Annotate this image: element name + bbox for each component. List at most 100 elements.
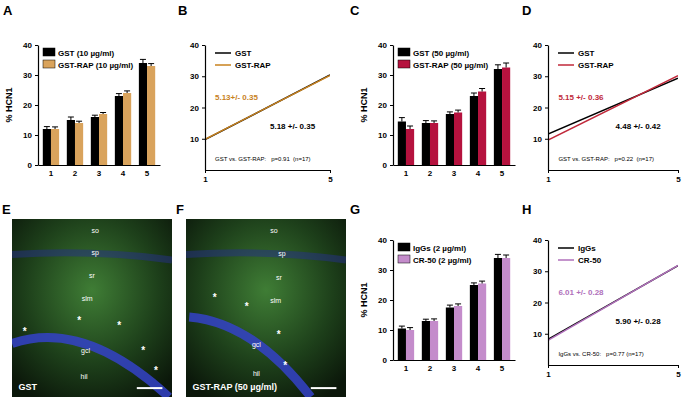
error-bar-cap	[140, 59, 146, 60]
y-tick: 40	[190, 41, 205, 50]
annotation: 5.90 +/- 0.28	[616, 317, 662, 326]
x-tick-label: 5	[676, 175, 681, 184]
line	[548, 266, 678, 340]
annotation: 5.18 +/- 0.35	[270, 122, 316, 131]
error-bar	[471, 283, 477, 285]
error-bar-cap	[148, 63, 154, 64]
error-bar	[124, 91, 130, 93]
error-bar	[455, 304, 461, 306]
y-tick-mark	[390, 105, 393, 106]
image-background	[12, 219, 172, 397]
y-tick-mark	[35, 165, 38, 166]
y-tick-label: 10	[533, 135, 542, 144]
bar-series	[43, 59, 147, 165]
error-bar	[140, 59, 146, 63]
error-bar-cap	[116, 93, 122, 94]
error-bar-cap	[471, 93, 477, 94]
legend: IgGs (2 µg/ml)CR-50 (2 µg/ml)	[398, 243, 472, 265]
panel-letter: B	[178, 3, 187, 18]
error-bar-cap	[407, 327, 413, 328]
chart: 12345010203040% HCN1GST (10 µg/ml)GST-RA…	[4, 41, 161, 178]
x-tick-label: 5	[676, 370, 681, 379]
y-tick-mark	[390, 135, 393, 136]
x-tick: 4	[121, 165, 126, 178]
bar	[494, 258, 502, 360]
y-tick: 10	[378, 326, 393, 335]
x-tick: 3	[452, 360, 457, 373]
legend-item: GST (10 µg/ml)	[43, 48, 115, 58]
x-axis-line	[394, 360, 516, 361]
legend-label: IgGs	[578, 244, 596, 253]
plot-area	[43, 59, 155, 165]
layer-label: so	[270, 227, 278, 234]
legend-swatch	[43, 60, 55, 68]
y-tick-label: 20	[533, 104, 542, 113]
image-background	[186, 219, 346, 397]
x-tick: 1	[404, 165, 409, 178]
x-axis: 12345	[394, 165, 516, 178]
legend: GST (10 µg/ml) GST-RAP (10 µg/ml)	[43, 48, 133, 70]
y-tick-mark	[390, 240, 393, 241]
x-tick: 2	[428, 165, 433, 178]
bar	[398, 122, 406, 166]
bar	[139, 63, 147, 165]
y-axis-line	[205, 46, 206, 171]
legend-label: GST-RAP (50 µg/ml)	[413, 61, 488, 70]
y-tick-mark	[390, 45, 393, 46]
x-tick: 5	[676, 170, 681, 184]
y-tick: 0	[28, 161, 38, 170]
x-tick-label: 5	[328, 175, 333, 184]
y-tick-label: 30	[533, 267, 542, 276]
legend-label: GST-RAP (10 µg/ml)	[58, 61, 133, 70]
chart: 12345010203040% HCN1GST (50 µg/ml)GST-RA…	[359, 41, 516, 178]
y-tick-mark	[390, 330, 393, 331]
legend-swatch	[43, 48, 55, 56]
error-bar-cap	[447, 305, 453, 306]
error-bar	[447, 305, 453, 307]
x-tick: 5	[500, 165, 505, 178]
error-bar	[447, 112, 453, 114]
image-caption: GST	[18, 382, 37, 392]
x-tick-label: 4	[121, 169, 126, 178]
y-tick-mark	[390, 300, 393, 301]
y-axis: 010203040	[378, 236, 393, 365]
legend-swatch	[558, 52, 574, 54]
bar	[446, 308, 454, 361]
asterisk: *	[283, 360, 287, 371]
error-bar-cap	[455, 303, 461, 304]
y-tick: 20	[23, 101, 38, 110]
error-bar	[431, 319, 437, 321]
x-axis-line	[206, 170, 331, 171]
bar	[99, 114, 107, 165]
error-bar-cap	[68, 117, 74, 118]
layer-label: slm	[270, 297, 281, 304]
plot-area	[205, 75, 330, 140]
error-bar	[44, 127, 50, 129]
x-tick-label: 1	[404, 364, 409, 373]
panel-letter: C	[350, 3, 360, 18]
plot-area	[398, 254, 510, 360]
micrograph-image	[186, 219, 346, 397]
y-tick-mark	[545, 108, 548, 109]
bar	[478, 284, 486, 361]
y-tick-label: 10	[533, 330, 542, 339]
legend-swatch	[398, 243, 410, 251]
y-tick-label: 10	[190, 135, 199, 144]
error-bar-cap	[423, 319, 429, 320]
bar	[454, 306, 462, 360]
x-axis-line	[39, 165, 161, 166]
bar	[470, 96, 478, 165]
plot-area	[548, 76, 678, 140]
y-axis-line	[393, 241, 394, 361]
y-tick: 0	[383, 161, 393, 170]
panel-letter: H	[522, 202, 531, 217]
y-tick-mark	[35, 105, 38, 106]
y-axis-title: % HCN1	[4, 87, 14, 122]
line	[548, 76, 678, 140]
y-tick: 10	[378, 131, 393, 140]
x-tick-label: 2	[428, 169, 433, 178]
error-bar	[68, 117, 74, 120]
bar	[502, 258, 510, 360]
legend-swatch	[398, 48, 410, 56]
error-bar	[52, 127, 58, 129]
